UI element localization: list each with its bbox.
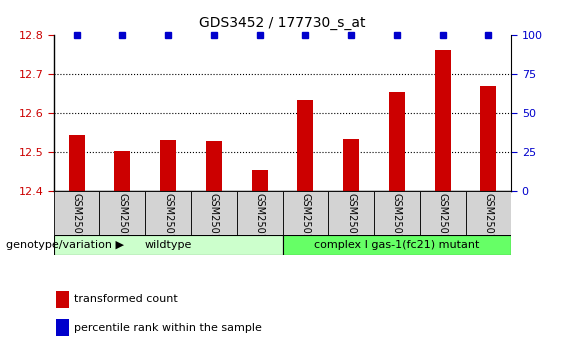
Bar [374,191,420,235]
Bar [54,191,99,235]
Bar [480,86,497,191]
Bar [54,235,282,255]
Text: GSM250116: GSM250116 [72,193,81,252]
Text: transformed count: transformed count [74,295,178,304]
Text: GSM250119: GSM250119 [209,193,219,252]
Text: GSM250113: GSM250113 [392,193,402,252]
Text: GSM250120: GSM250120 [255,193,264,253]
Bar [343,138,359,191]
Bar [99,191,145,235]
Bar [434,50,451,191]
Bar [160,140,176,191]
Bar [206,141,222,191]
Text: percentile rank within the sample: percentile rank within the sample [74,323,262,333]
Bar [328,191,374,235]
Bar [68,135,85,191]
Text: GSM250117: GSM250117 [118,193,127,253]
Bar [282,235,511,255]
Title: GDS3452 / 177730_s_at: GDS3452 / 177730_s_at [199,16,366,30]
Bar [282,191,328,235]
Text: GSM250118: GSM250118 [163,193,173,252]
Text: GSM250114: GSM250114 [438,193,447,252]
Text: GSM250112: GSM250112 [346,193,356,253]
Bar [56,319,69,336]
Bar [420,191,466,235]
Bar [56,291,69,308]
Bar [145,191,191,235]
Bar [237,191,282,235]
Text: wildtype: wildtype [145,240,192,250]
Bar [389,92,405,191]
Bar [114,152,131,191]
Text: genotype/variation ▶: genotype/variation ▶ [6,240,124,250]
Bar [251,170,268,191]
Text: GSM250111: GSM250111 [301,193,310,252]
Bar [297,99,314,191]
Bar [466,191,511,235]
Bar [191,191,237,235]
Text: complex I gas-1(fc21) mutant: complex I gas-1(fc21) mutant [314,240,480,250]
Text: GSM250115: GSM250115 [484,193,493,253]
